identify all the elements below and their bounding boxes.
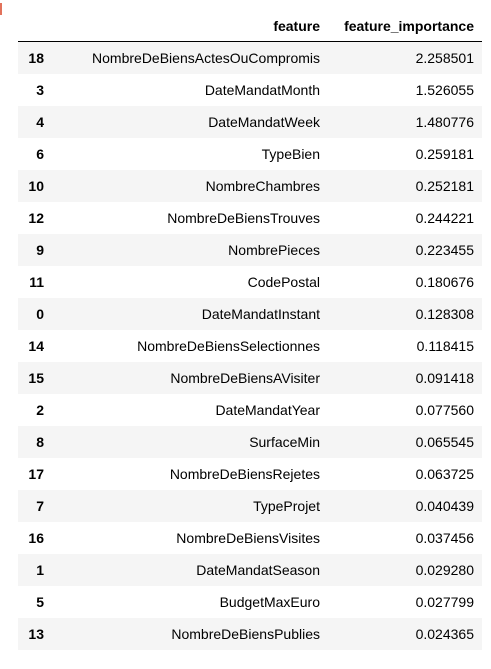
feature-cell: NombreDeBiensVisites	[176, 529, 320, 546]
importance-cell: 0.244221	[415, 209, 474, 226]
feature-cell: NombreDeBiensAVisiter	[170, 369, 320, 386]
cell-edge-marker	[0, 3, 3, 15]
feature-cell: CodePostal	[247, 273, 320, 290]
importance-cell: 0.118415	[416, 337, 474, 354]
table-row: 4 DateMandatWeek 1.480776	[18, 105, 482, 138]
table-row: 18 NombreDeBiensActesOuCompromis 2.258501	[18, 41, 482, 74]
feature-cell: BudgetMaxEuro	[219, 593, 320, 610]
importance-cell: 0.037456	[415, 529, 474, 546]
row-index: 11	[29, 273, 44, 290]
importance-cell: 1.480776	[415, 113, 474, 130]
table-row: 7 TypeProjet 0.040439	[18, 489, 482, 522]
table-row: 9 NombrePieces 0.223455	[18, 233, 482, 266]
row-index: 13	[28, 625, 44, 642]
importance-cell: 0.223455	[415, 241, 474, 258]
importance-cell: 0.029280	[415, 561, 474, 578]
importance-cell: 0.024365	[415, 625, 474, 642]
table-row: 5 BudgetMaxEuro 0.027799	[18, 585, 482, 618]
importance-cell: 1.526055	[415, 81, 474, 98]
row-index: 7	[36, 497, 44, 514]
table-row: 16 NombreDeBiensVisites 0.037456	[18, 521, 482, 554]
row-index: 1	[36, 561, 44, 578]
table-row: 12 NombreDeBiensTrouves 0.244221	[18, 201, 482, 234]
feature-cell: TypeProjet	[253, 497, 320, 514]
row-index: 10	[28, 177, 44, 194]
row-index: 12	[28, 209, 44, 226]
row-index: 17	[28, 465, 44, 482]
importance-cell: 0.077560	[415, 401, 474, 418]
table-row: 11 CodePostal 0.180676	[18, 265, 482, 298]
importance-column-header: feature_importance	[328, 10, 482, 42]
feature-cell: SurfaceMin	[249, 433, 320, 450]
table-row: 0 DateMandatInstant 0.128308	[18, 297, 482, 330]
feature-cell: DateMandatWeek	[208, 113, 320, 130]
row-index: 2	[36, 401, 44, 418]
row-index: 4	[36, 113, 44, 130]
table-row: 17 NombreDeBiensRejetes 0.063725	[18, 457, 482, 490]
row-index: 3	[36, 81, 44, 98]
importance-cell: 2.258501	[415, 49, 474, 66]
row-index: 9	[36, 241, 44, 258]
feature-importance-table: feature feature_importance 18 NombreDeBie…	[18, 10, 482, 650]
feature-cell: DateMandatYear	[215, 401, 320, 418]
importance-cell: 0.259181	[415, 145, 474, 162]
row-index: 5	[36, 593, 44, 610]
feature-cell: NombrePieces	[228, 241, 320, 258]
header-row: feature feature_importance	[18, 10, 482, 42]
table-row: 10 NombreChambres 0.252181	[18, 169, 482, 202]
table-row: 14 NombreDeBiensSelectionnes 0.118415	[18, 329, 482, 362]
importance-cell: 0.027799	[415, 593, 474, 610]
table-row: 15 NombreDeBiensAVisiter 0.091418	[18, 361, 482, 394]
table-row: 1 DateMandatSeason 0.029280	[18, 553, 482, 586]
table-row: 6 TypeBien 0.259181	[18, 137, 482, 170]
row-index: 18	[28, 49, 44, 66]
feature-cell: NombreChambres	[205, 177, 320, 194]
table-row: 8 SurfaceMin 0.065545	[18, 425, 482, 458]
importance-cell: 0.128308	[415, 305, 474, 322]
row-index: 8	[36, 433, 44, 450]
table-row: 13 NombreDeBiensPublies 0.024365	[18, 617, 482, 650]
feature-cell: NombreDeBiensSelectionnes	[137, 337, 320, 354]
feature-cell: NombreDeBiensPublies	[171, 625, 320, 642]
feature-cell: NombreDeBiensTrouves	[167, 209, 320, 226]
importance-cell: 0.063725	[415, 465, 474, 482]
feature-cell: TypeBien	[261, 145, 320, 162]
feature-cell: DateMandatSeason	[196, 561, 320, 578]
feature-cell: DateMandatInstant	[201, 305, 320, 322]
importance-cell: 0.091418	[415, 369, 474, 386]
importance-cell: 0.065545	[415, 433, 474, 450]
row-index: 14	[28, 337, 44, 354]
index-column-header	[18, 10, 52, 42]
feature-cell: NombreDeBiensRejetes	[169, 465, 320, 482]
importance-cell: 0.040439	[415, 497, 474, 514]
table-row: 2 DateMandatYear 0.077560	[18, 393, 482, 426]
importance-cell: 0.180676	[415, 273, 474, 290]
feature-cell: DateMandatMonth	[204, 81, 320, 98]
table-header: feature feature_importance	[18, 10, 482, 42]
table-body: 18 NombreDeBiensActesOuCompromis 2.258501 3…	[18, 41, 482, 650]
importance-cell: 0.252181	[415, 177, 474, 194]
row-index: 0	[36, 305, 44, 322]
row-index: 15	[28, 369, 44, 386]
row-index: 16	[28, 529, 44, 546]
feature-column-header: feature	[52, 10, 328, 42]
row-index: 6	[36, 145, 44, 162]
feature-cell: NombreDeBiensActesOuCompromis	[92, 49, 320, 66]
table-row: 3 DateMandatMonth 1.526055	[18, 73, 482, 106]
